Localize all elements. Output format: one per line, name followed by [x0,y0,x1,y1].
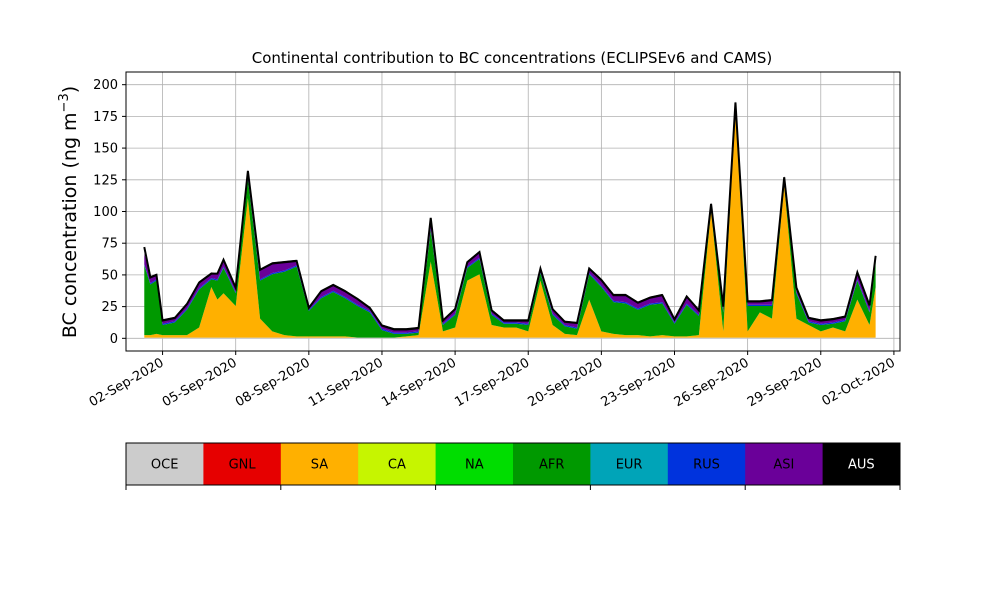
y-axis: 0 25 50 75 100 125 150 175 200 [93,78,126,347]
y-tick-label: 200 [93,78,118,93]
area-afr [144,106,876,338]
area-oce [144,337,876,339]
y-tick-label: 75 [101,237,118,252]
x-tick-label: 08-Sep-2020 [233,355,313,410]
y-tick-label: 125 [93,173,118,188]
grid-lines [126,72,900,351]
x-tick-label: 14-Sep-2020 [379,355,459,410]
colorbar-swatch-aus [822,443,901,485]
total-line [143,102,877,331]
colorbar-label: NA [465,458,484,473]
colorbar-swatch-afr [513,443,591,485]
colorbar-label: SA [311,458,328,473]
colorbar-legend: OCE GNL SA CA NA AFR EUR RUS ASI AUS [125,442,901,490]
colorbar-label: AUS [848,458,875,473]
colorbar-swatch-ca [358,443,437,485]
x-axis: 02-Sep-202005-Sep-202008-Sep-202011-Sep-… [87,351,898,410]
x-tick-label: 26-Sep-2020 [672,355,752,410]
colorbar-swatch-rus [667,443,746,485]
colorbar-frame [125,442,901,486]
colorbar-label: EUR [616,458,643,473]
y-axis-label: BC concentration (ng m−3) [57,86,81,338]
chart-title: Continental contribution to BC concentra… [252,49,773,67]
colorbar-swatch-sa [280,443,359,485]
y-tick-label: 50 [101,268,118,283]
x-tick-label: 20-Sep-2020 [526,355,606,410]
colorbar-label: ASI [773,458,794,473]
stacked-areas [144,101,876,339]
x-tick-label: 17-Sep-2020 [452,355,532,410]
x-tick-label: 11-Sep-2020 [306,355,386,410]
colorbar-label: GNL [229,458,257,473]
colorbar-swatch-eur [590,443,669,485]
area-sa [144,109,876,338]
colorbar-swatch-asi [745,443,824,485]
colorbar-label: AFR [539,458,564,473]
colorbar-label: CA [388,458,406,473]
y-tick-label: 0 [110,332,118,347]
colorbar-swatch-gnl [203,443,282,485]
x-tick-label: 29-Sep-2020 [745,355,825,410]
colorbar-label: RUS [693,458,720,473]
y-tick-label: 175 [93,110,118,125]
colorbar-swatch-oce [126,443,204,485]
colorbar-label: OCE [151,458,179,473]
colorbar-swatch-na [435,443,514,485]
x-tick-label: 02-Sep-2020 [87,355,167,410]
y-tick-label: 25 [101,300,118,315]
x-tick-label: 05-Sep-2020 [160,355,240,410]
y-tick-label: 150 [93,142,118,157]
x-tick-label: 02-Oct-2020 [820,355,898,409]
y-tick-label: 100 [93,205,118,220]
x-tick-label: 23-Sep-2020 [599,355,679,410]
